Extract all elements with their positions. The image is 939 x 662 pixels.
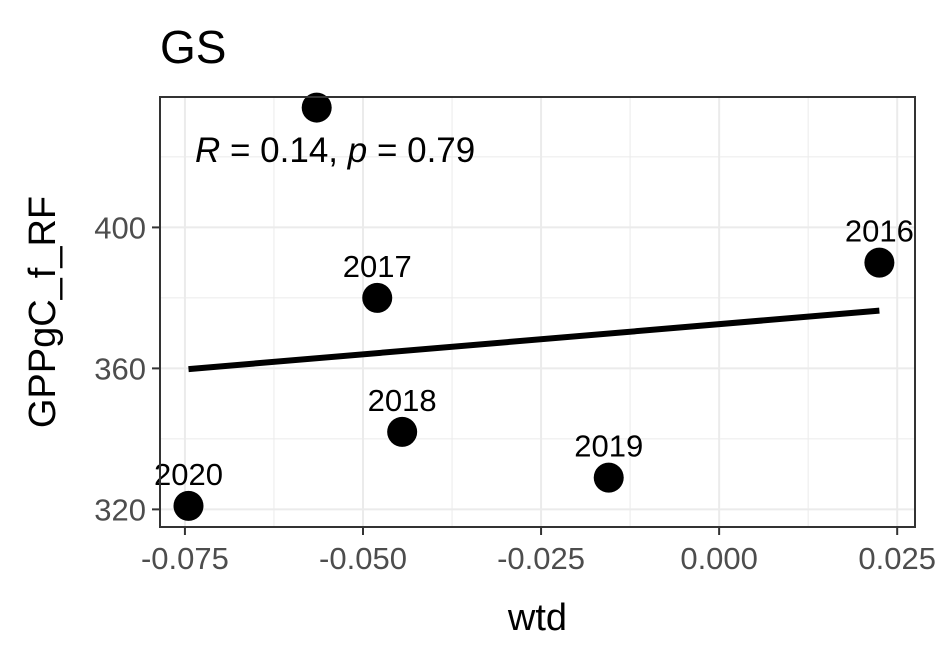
point-labels-layer: 2016 2017 2018 2019 2020 (154, 214, 914, 492)
point-label: 2017 (343, 249, 412, 284)
x-tick-label: 0.000 (680, 541, 758, 576)
p-value: = 0.79 (367, 131, 475, 170)
data-point (362, 282, 393, 313)
point-label: 2016 (845, 214, 914, 249)
correlation-annotation: R = 0.14, p = 0.79 (195, 131, 475, 170)
y-axis-title: GPPgC_f_RF (22, 196, 64, 428)
x-tick-label: 0.025 (858, 541, 936, 576)
chart-title: GS (160, 21, 226, 73)
point-label: 2019 (574, 429, 643, 464)
data-point (387, 416, 418, 447)
panel-border (159, 96, 916, 528)
axes: -0.075 -0.050 -0.025 0.000 0.025 320 360 400 (94, 210, 936, 576)
x-tick-label: -0.025 (497, 541, 585, 576)
data-point (301, 92, 332, 123)
data-point (593, 462, 624, 493)
r-value: = 0.14, (220, 131, 347, 170)
regression-line (188, 307, 880, 373)
points-layer (173, 92, 895, 521)
y-tick-label: 400 (94, 210, 146, 245)
point-label: 2018 (368, 383, 437, 418)
y-tick-label: 360 (94, 351, 146, 386)
data-point (173, 490, 204, 521)
grid (160, 97, 915, 527)
x-tick-label: -0.075 (141, 541, 229, 576)
y-tick-label: 320 (94, 492, 146, 527)
r-symbol: R (195, 131, 220, 170)
x-tick-label: -0.050 (319, 541, 407, 576)
fit-line-layer (188, 307, 880, 373)
point-label: 2020 (154, 457, 223, 492)
p-symbol: p (347, 131, 367, 170)
x-axis-title: wtd (507, 597, 567, 639)
data-point (864, 247, 895, 278)
